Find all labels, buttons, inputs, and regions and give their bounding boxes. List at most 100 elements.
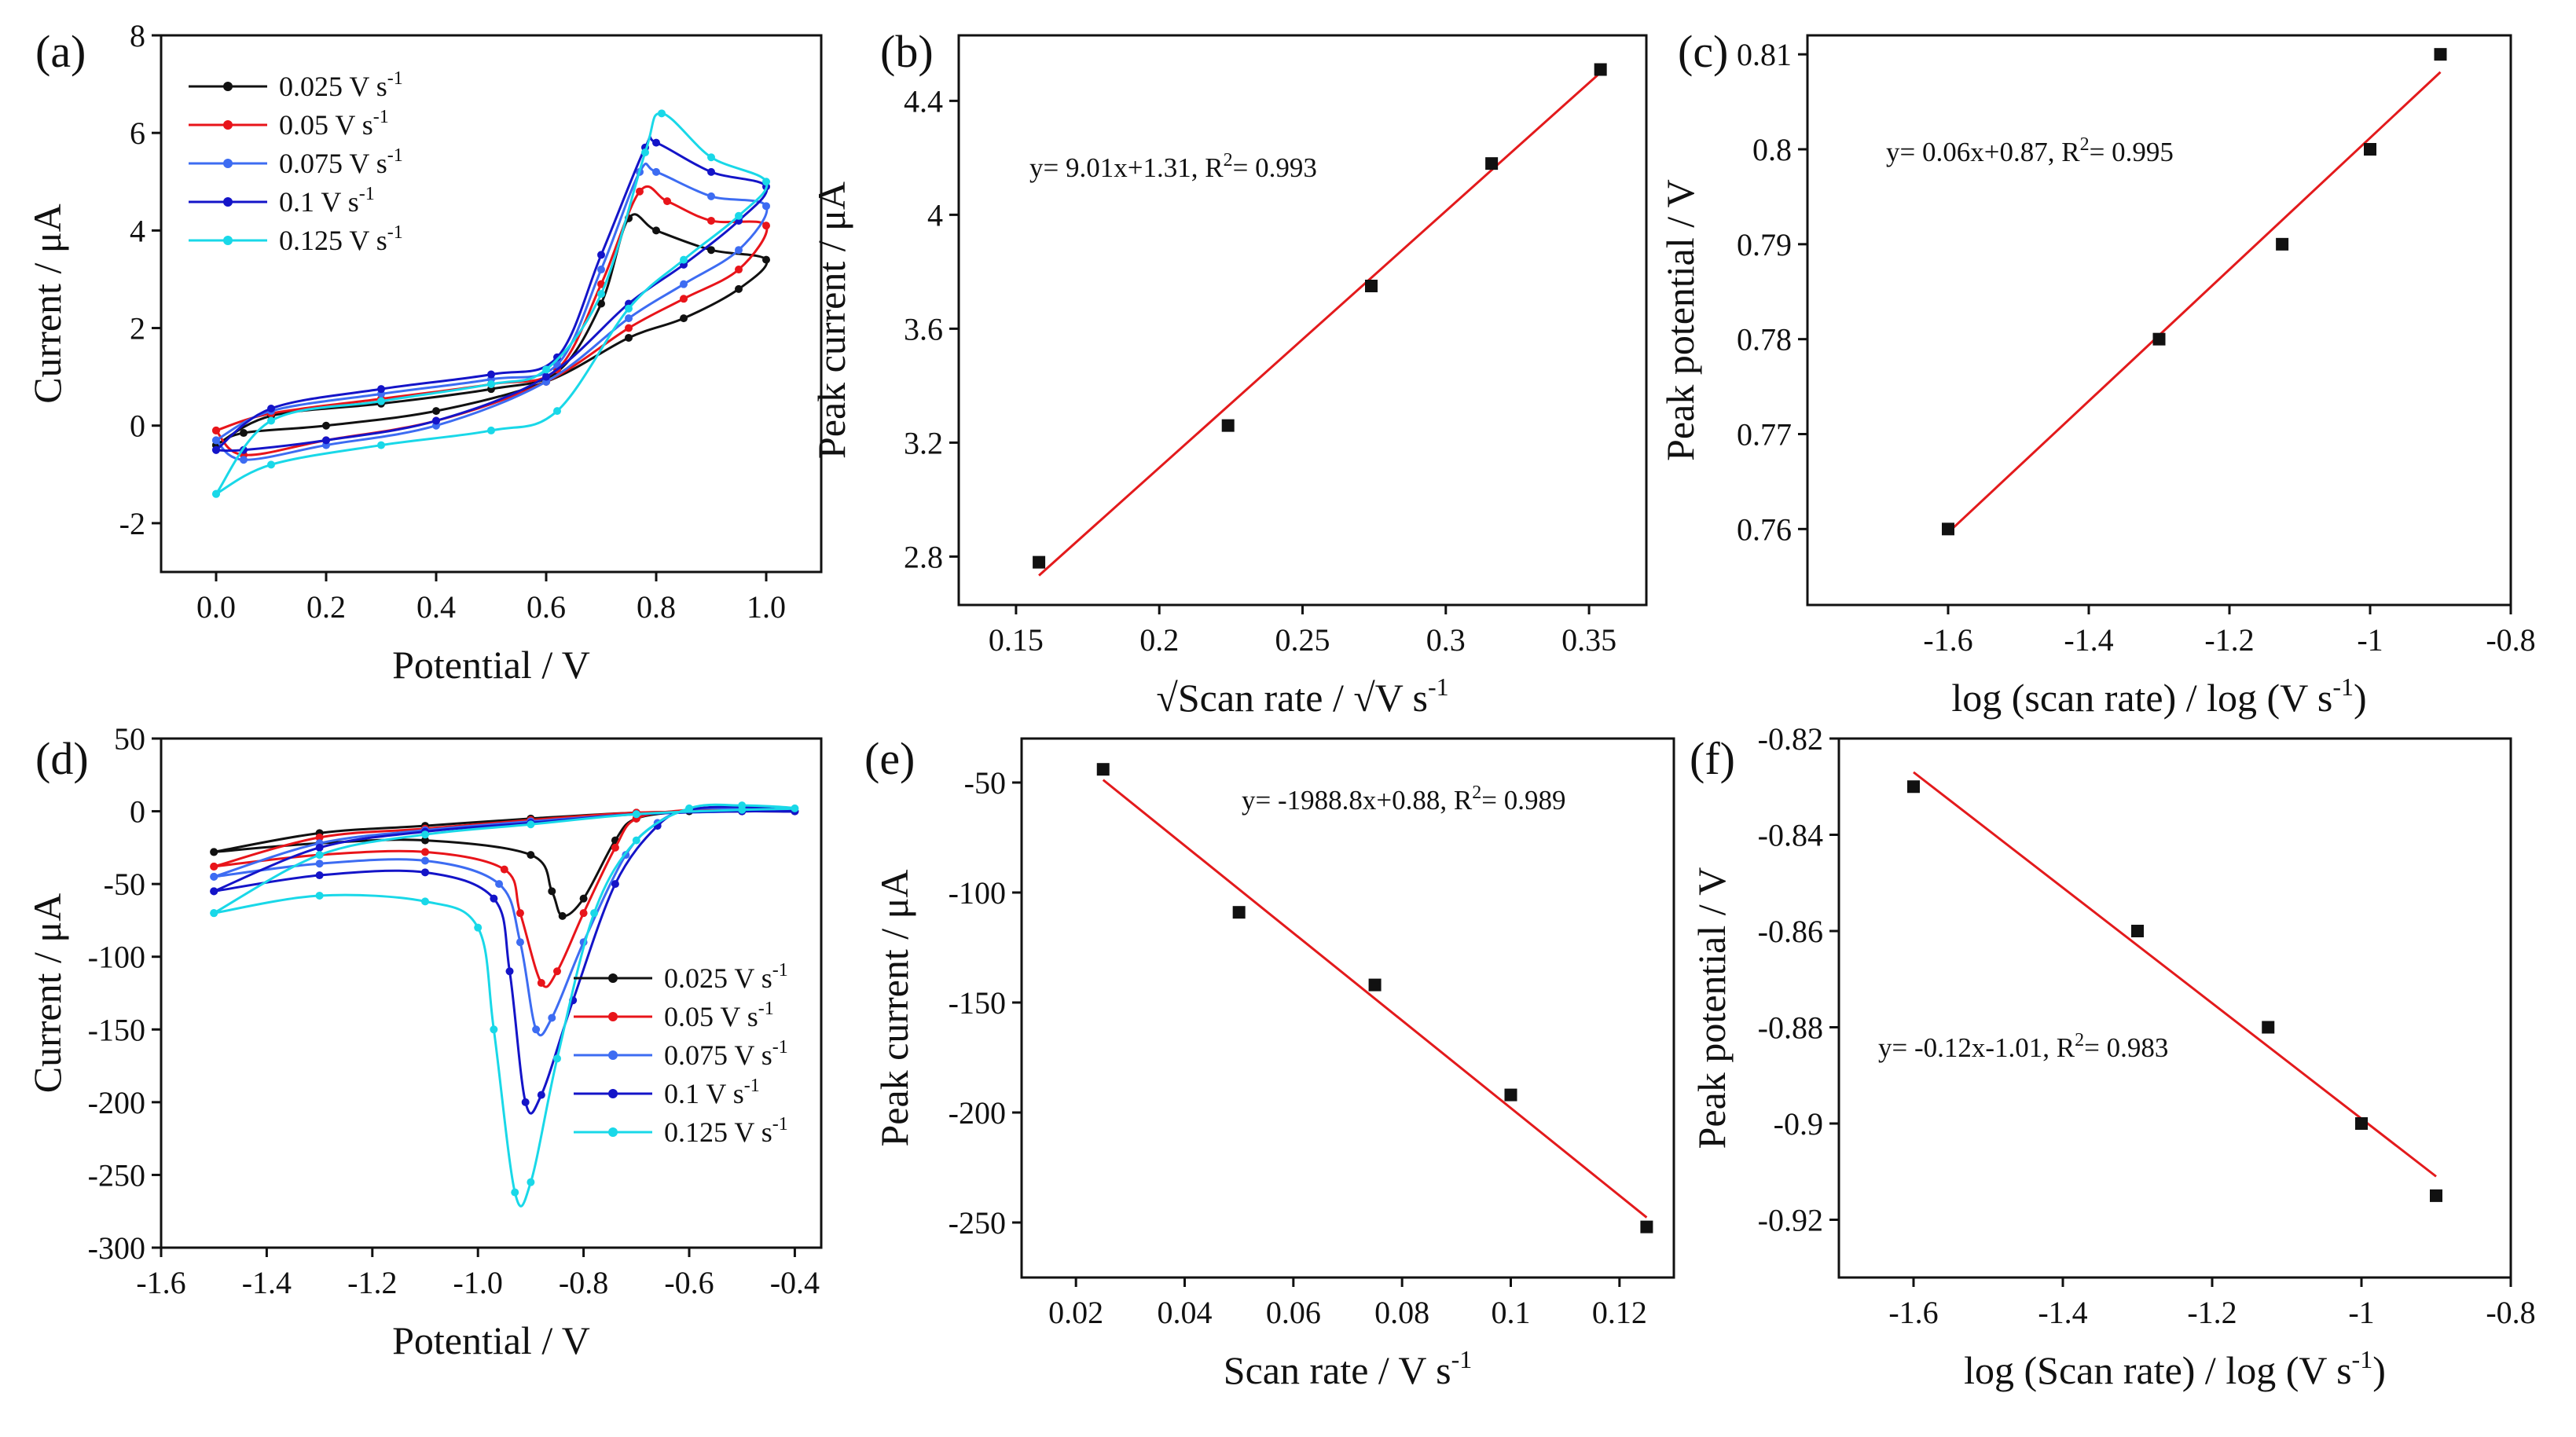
- chart-panel-c: -1.6 -1.4 -1.2 -1 -0.8 0.76 0.77 0.78 0.79 0.8 0.8…: [1658, 26, 2536, 720]
- x-tick-label: 0.4: [416, 589, 456, 625]
- series-marker-0: [527, 851, 535, 860]
- data-point: [1504, 1088, 1517, 1102]
- series-marker-2: [548, 1014, 556, 1022]
- legend-marker-2: [223, 159, 233, 168]
- legend-label-main: 0.1 V s: [664, 1078, 744, 1109]
- series-marker-1: [421, 848, 429, 856]
- series-marker-1: [735, 266, 743, 274]
- legend-label: 0.075 V s-1: [279, 145, 403, 179]
- series-marker-4: [738, 805, 747, 814]
- series-marker-1: [212, 426, 220, 434]
- legend-label-sup: -1: [373, 107, 389, 127]
- legend-label-main: 0.075 V s: [664, 1039, 772, 1071]
- series-marker-4: [641, 148, 649, 157]
- data-point: [2434, 48, 2447, 61]
- x-axis-label: log (scan rate) / log (V s-1): [1951, 673, 2366, 720]
- y-tick-label: -250: [949, 1205, 1006, 1241]
- panel-label: (b): [880, 26, 934, 77]
- panel-label: (d): [35, 733, 89, 784]
- series-marker-3: [652, 138, 660, 147]
- x-tick-label: -1.2: [2187, 1295, 2237, 1330]
- legend-label-main: 0.1 V s: [279, 186, 359, 218]
- data-point: [2262, 1021, 2275, 1034]
- series-marker-2: [495, 880, 504, 889]
- series-line-4: [215, 112, 769, 495]
- x-axis-label-main: log (Scan rate) / log (V s: [1964, 1348, 2351, 1392]
- plot-frame: [160, 34, 823, 574]
- series-marker-2: [652, 167, 660, 176]
- x-tick-label: 0.1: [1492, 1295, 1531, 1330]
- y-tick-label: -200: [88, 1085, 145, 1120]
- chart-panel-a: 0.0 0.2 0.4 0.6 0.8 1.0 -2 0 2 4 6 8 (a) Potential / …: [25, 18, 823, 687]
- fit-equation-tail: = 0.995: [2090, 137, 2174, 167]
- x-tick-label: -0.4: [770, 1265, 820, 1300]
- x-tick-label: 1.0: [747, 589, 786, 625]
- y-axis-label: Peak current / μA: [872, 869, 916, 1146]
- y-tick-label: 0.78: [1737, 322, 1792, 357]
- x-tick-label: -1.2: [2204, 622, 2254, 658]
- series-marker-0: [680, 314, 688, 323]
- legend-label-main: 0.025 V s: [279, 71, 387, 102]
- series-marker-3: [212, 445, 220, 454]
- y-tick-label: 6: [130, 115, 145, 151]
- series-marker-4: [680, 255, 688, 264]
- data-point: [2430, 1189, 2442, 1202]
- series-marker-0: [432, 407, 440, 416]
- x-axis-label-sup: -1: [2352, 1345, 2373, 1373]
- legend-marker-0: [608, 973, 618, 983]
- legend-marker-3: [223, 197, 233, 207]
- x-tick-label: -1.0: [453, 1265, 503, 1300]
- series-marker-4: [315, 891, 324, 900]
- legend-label-main: 0.075 V s: [279, 148, 387, 179]
- series-marker-3: [267, 404, 275, 412]
- legend-marker-4: [608, 1127, 618, 1137]
- fit-equation: y= -1988.8x+0.88, R2= 0.989: [1242, 783, 1565, 816]
- legend-marker-3: [608, 1089, 618, 1098]
- series-marker-0: [210, 848, 218, 856]
- data-point: [1221, 419, 1235, 432]
- series-line-3: [215, 135, 769, 453]
- x-tick-label: 0.15: [989, 622, 1044, 658]
- y-tick-label: -150: [949, 985, 1006, 1021]
- y-tick-label: -50: [104, 867, 145, 902]
- y-tick-label: -150: [88, 1012, 145, 1047]
- series-marker-4: [487, 379, 495, 388]
- x-tick-label: 0.0: [196, 589, 236, 625]
- y-tick-label: -100: [949, 875, 1006, 911]
- fit-line: [1913, 771, 2437, 1178]
- legend-marker-4: [223, 236, 233, 245]
- fit-equation: y= -0.12x-1.01, R2= 0.983: [1878, 1030, 2168, 1063]
- series-marker-2: [762, 202, 770, 211]
- panel-label: (c): [1678, 26, 1728, 77]
- series-marker-4: [553, 407, 561, 416]
- plot-frame: [1020, 737, 1675, 1279]
- y-tick-label: -100: [88, 940, 145, 975]
- series-marker-3: [315, 871, 324, 880]
- series-marker-1: [210, 862, 218, 871]
- x-tick-label: 0.25: [1275, 622, 1330, 658]
- series-marker-2: [210, 872, 218, 881]
- series-marker-3: [542, 372, 550, 381]
- series-marker-1: [625, 324, 633, 332]
- data-point: [1365, 280, 1378, 292]
- y-tick-label: -0.9: [1774, 1106, 1823, 1142]
- series-marker-2: [597, 266, 605, 274]
- fit-equation-sup: 2: [1472, 783, 1481, 803]
- series-marker-4: [377, 441, 385, 449]
- series-marker-0: [707, 246, 715, 255]
- series-marker-4: [542, 365, 550, 374]
- x-tick-label: -1.4: [242, 1265, 292, 1300]
- series-marker-4: [212, 489, 220, 498]
- plot-frame: [957, 34, 1648, 607]
- data-point: [1368, 978, 1382, 992]
- legend-marker-1: [223, 120, 233, 130]
- y-tick-label: 0: [130, 794, 145, 830]
- data-point: [1033, 555, 1046, 569]
- series-marker-0: [762, 255, 770, 264]
- legend-label: 0.125 V s-1: [279, 222, 403, 256]
- y-tick-label: 50: [114, 721, 145, 757]
- series-marker-2: [315, 860, 324, 868]
- series-marker-2: [707, 192, 715, 200]
- series-marker-3: [377, 385, 385, 394]
